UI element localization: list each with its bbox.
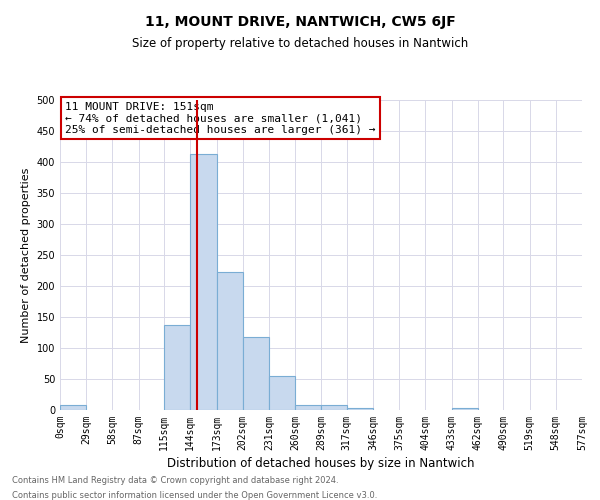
- Text: Contains public sector information licensed under the Open Government Licence v3: Contains public sector information licen…: [12, 491, 377, 500]
- Bar: [164, 325, 190, 410]
- Bar: [452, 408, 478, 410]
- Text: 11 MOUNT DRIVE: 151sqm
← 74% of detached houses are smaller (1,041)
25% of semi-: 11 MOUNT DRIVE: 151sqm ← 74% of detached…: [65, 102, 376, 134]
- Y-axis label: Number of detached properties: Number of detached properties: [21, 168, 31, 342]
- Text: Contains HM Land Registry data © Crown copyright and database right 2024.: Contains HM Land Registry data © Crown c…: [12, 476, 338, 485]
- Bar: [217, 272, 243, 410]
- X-axis label: Distribution of detached houses by size in Nantwich: Distribution of detached houses by size …: [167, 457, 475, 470]
- Text: Size of property relative to detached houses in Nantwich: Size of property relative to detached ho…: [132, 38, 468, 51]
- Bar: [243, 338, 269, 410]
- Bar: [60, 405, 86, 410]
- Bar: [322, 405, 347, 410]
- Bar: [190, 154, 217, 410]
- Bar: [269, 376, 295, 410]
- Bar: [295, 405, 322, 410]
- Bar: [347, 408, 373, 410]
- Text: 11, MOUNT DRIVE, NANTWICH, CW5 6JF: 11, MOUNT DRIVE, NANTWICH, CW5 6JF: [145, 15, 455, 29]
